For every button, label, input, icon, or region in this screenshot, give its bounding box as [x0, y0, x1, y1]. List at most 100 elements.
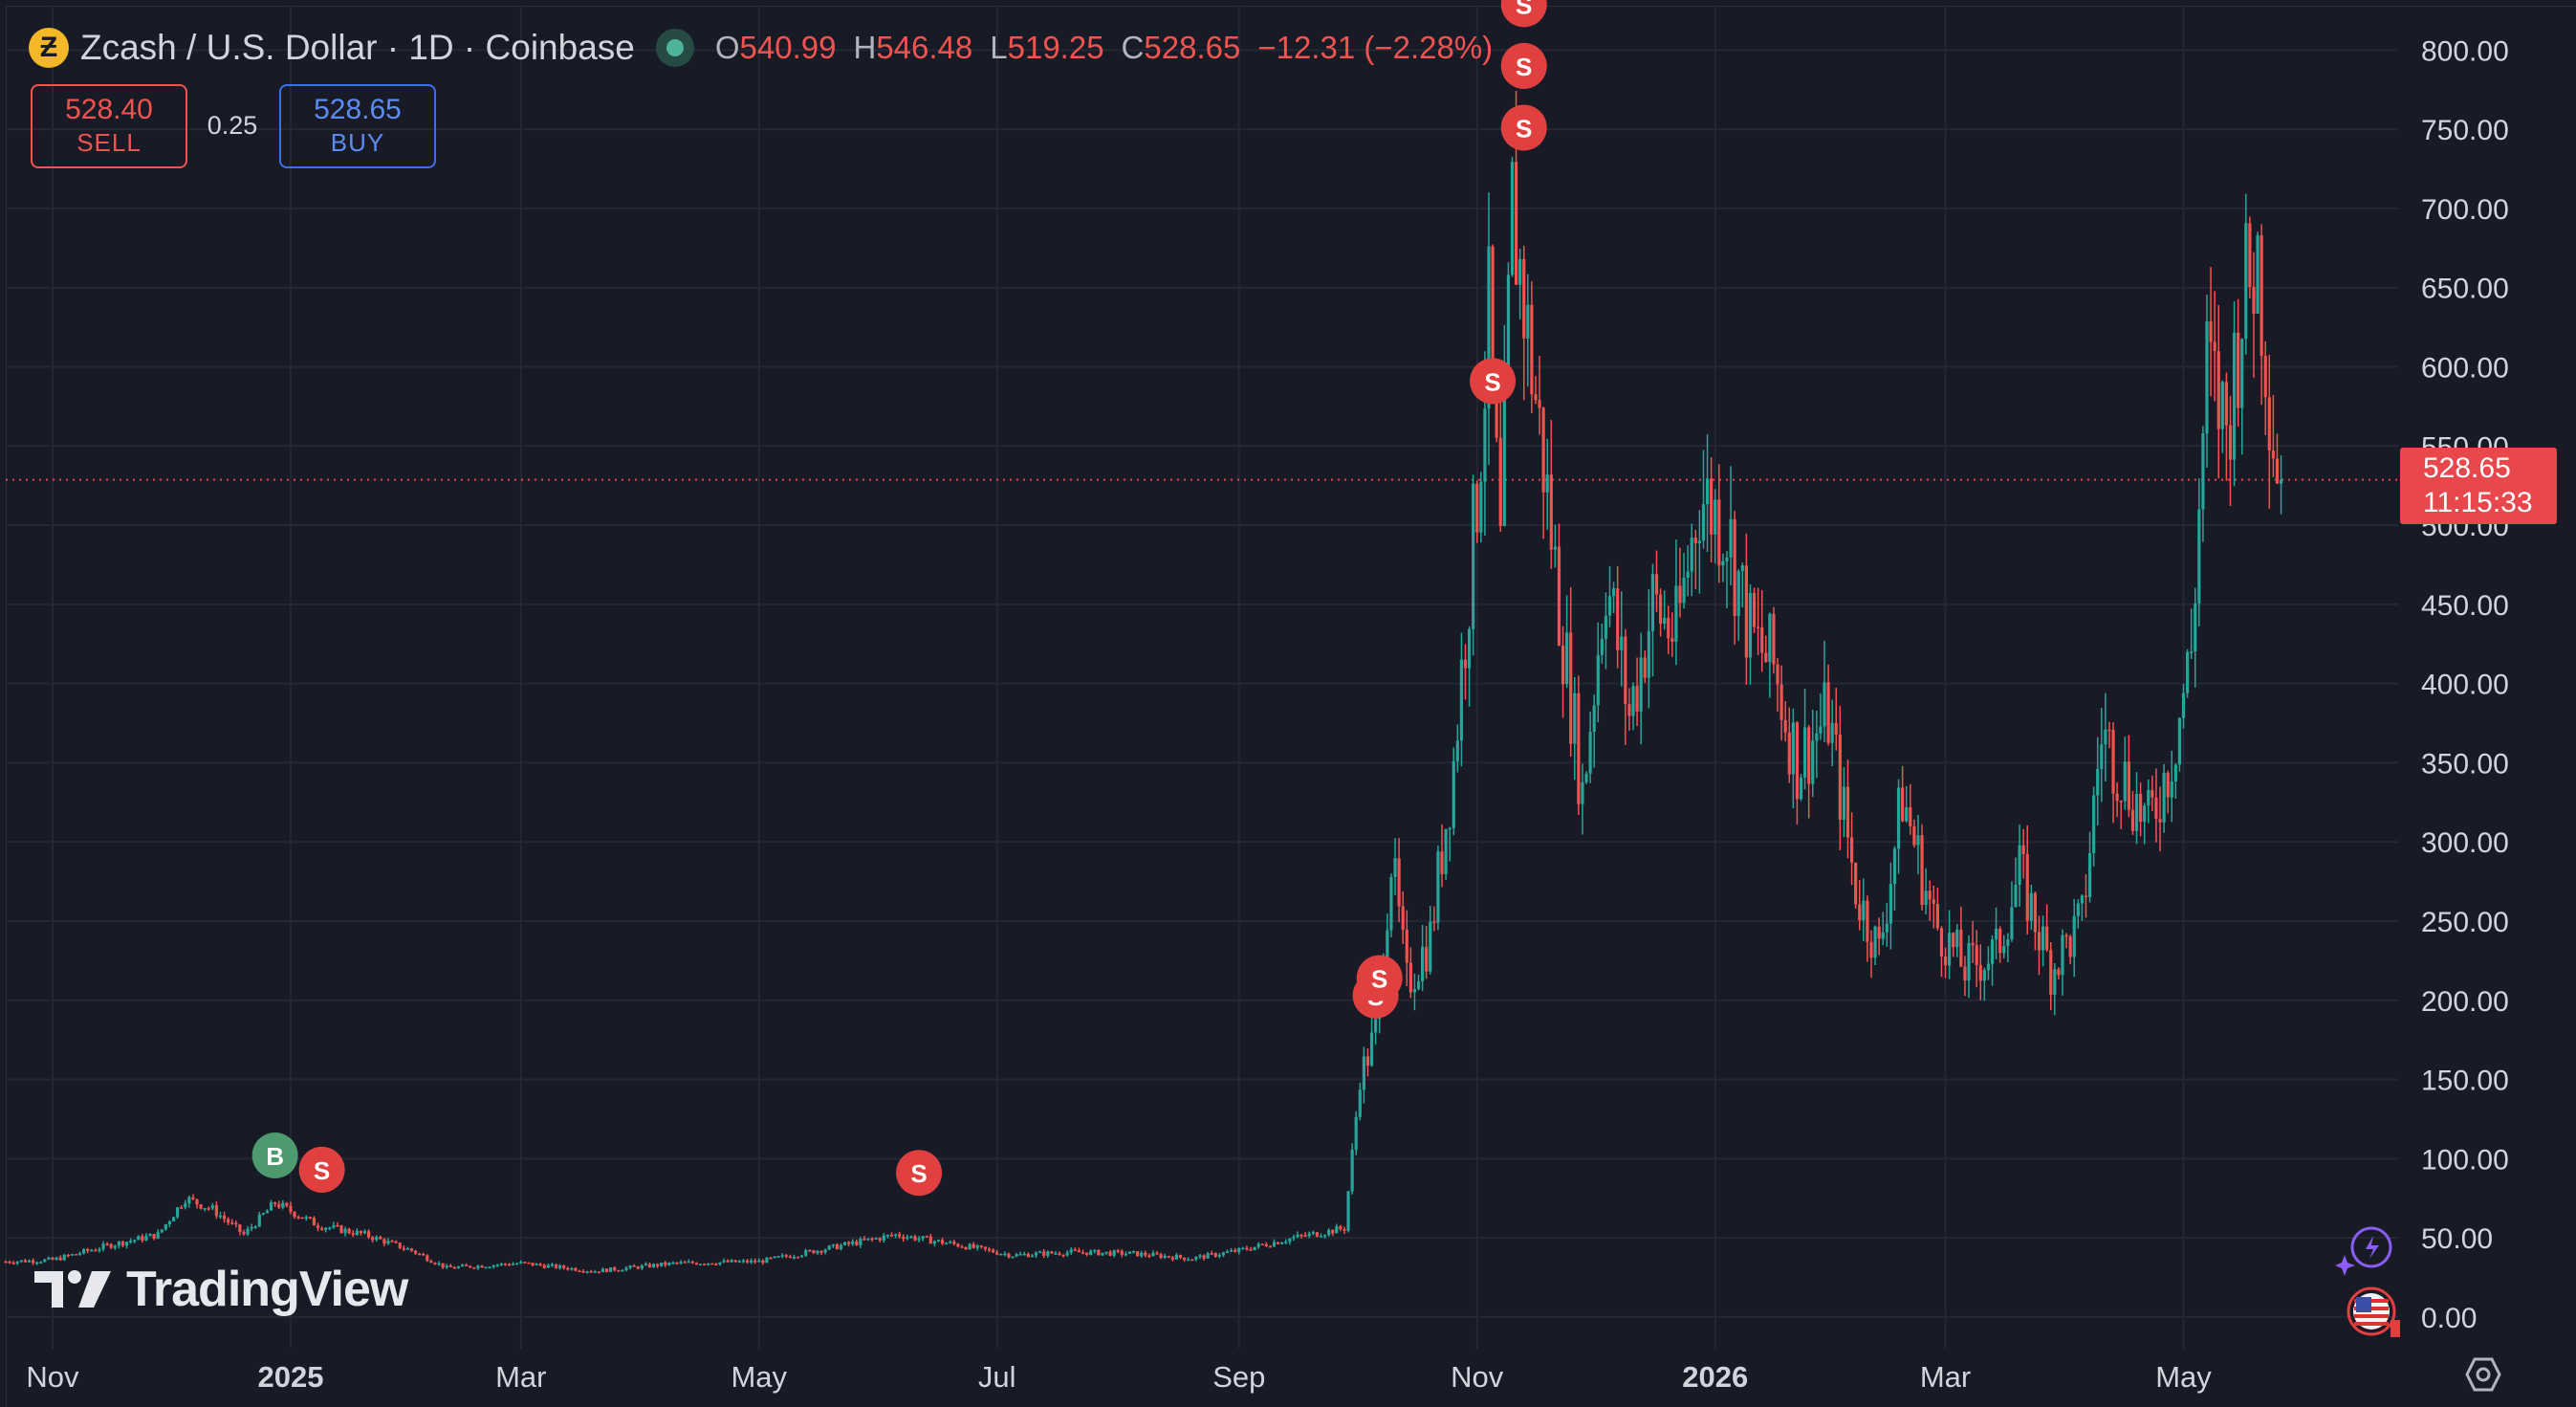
candle-body	[819, 1250, 823, 1253]
candle-body	[808, 1250, 812, 1252]
candle-body	[2220, 382, 2224, 429]
candle-body	[124, 1242, 129, 1246]
candle-body	[1819, 726, 1823, 734]
candle-body	[2190, 651, 2194, 653]
buy-button[interactable]: 528.65 BUY	[279, 84, 436, 168]
candle-body	[1748, 592, 1753, 658]
candle-body	[788, 1256, 792, 1259]
candle-body	[445, 1265, 448, 1268]
candle-body	[512, 1264, 515, 1265]
candle-body	[289, 1205, 293, 1212]
candle-body	[1620, 636, 1624, 650]
flag-icon[interactable]	[2347, 1286, 2400, 1337]
marker-label: S	[1516, 53, 1532, 81]
candle-body	[2100, 744, 2104, 769]
candle-body	[210, 1205, 214, 1209]
candle-body	[1881, 932, 1885, 939]
chart-frame	[6, 6, 2576, 1407]
candle-body	[1888, 884, 1892, 924]
candle-body	[1596, 654, 1600, 706]
candle-body	[2014, 885, 2018, 908]
candle-body	[74, 1254, 78, 1256]
candle-body	[2237, 332, 2240, 408]
candle-body	[2119, 801, 2123, 802]
candle-body	[1210, 1253, 1213, 1255]
bar-countdown: 11:15:33	[2423, 487, 2533, 518]
candle-body	[1710, 478, 1714, 535]
candle-body	[476, 1265, 480, 1268]
assistant-spark-icon[interactable]	[2335, 1224, 2394, 1276]
candle-body	[1260, 1243, 1264, 1245]
candle-body	[827, 1245, 831, 1250]
symbol-title[interactable]: Zcash / U.S. Dollar · 1D · Coinbase	[80, 28, 635, 67]
candle-body	[694, 1263, 699, 1264]
tradingview-watermark[interactable]: TradingView	[34, 1261, 408, 1318]
candle-body	[265, 1210, 270, 1214]
candle-body	[1408, 962, 1412, 993]
candle-body	[1077, 1250, 1081, 1253]
candle-body	[1436, 851, 1440, 923]
candle-body	[1768, 613, 1772, 663]
candle-body	[207, 1208, 210, 1210]
candle-body	[870, 1238, 874, 1241]
candle-body	[952, 1242, 956, 1244]
marker-label: S	[1371, 965, 1387, 994]
marker-label: B	[266, 1142, 284, 1171]
candle-body	[316, 1225, 320, 1229]
candle-body	[371, 1237, 375, 1241]
candle-body	[156, 1232, 160, 1239]
x-tick-label: Sep	[1212, 1360, 1265, 1394]
candle-body	[874, 1238, 878, 1240]
candle-body	[1663, 617, 1667, 624]
candle-body	[293, 1211, 296, 1218]
y-tick-label: 100.00	[2421, 1144, 2509, 1176]
grid-lines	[6, 6, 2398, 1349]
candle-body	[2037, 932, 2041, 951]
candle-body	[2049, 950, 2053, 995]
candle-body	[546, 1264, 550, 1268]
candle-body	[1069, 1249, 1073, 1253]
candle-body	[589, 1271, 593, 1273]
candle-body	[1046, 1251, 1050, 1256]
candle-body	[906, 1237, 909, 1240]
candle-body	[1776, 664, 1779, 685]
candle-body	[776, 1256, 780, 1258]
candle-body	[2029, 892, 2033, 921]
y-tick-label: 200.00	[2421, 986, 2509, 1018]
candle-body	[1354, 1116, 1358, 1151]
candle-body	[995, 1252, 999, 1255]
candle-body	[940, 1240, 945, 1244]
candle-body	[1163, 1256, 1167, 1259]
candle-body	[1627, 704, 1631, 716]
candle-body	[585, 1271, 589, 1273]
candle-body	[1764, 652, 1768, 663]
candle-body	[664, 1262, 667, 1265]
candle-body	[27, 1260, 32, 1263]
watermark-text: TradingView	[126, 1262, 408, 1317]
candle-body	[1569, 632, 1573, 744]
candle-body	[1982, 970, 1986, 981]
candle-body	[1682, 578, 1686, 604]
candle-body	[1448, 827, 1452, 830]
sell-button[interactable]: 528.40 SELL	[31, 84, 187, 168]
candle-body	[152, 1234, 156, 1239]
candle-body	[499, 1264, 503, 1265]
candle-body	[1331, 1229, 1335, 1234]
candle-body	[960, 1246, 964, 1248]
candle-body	[1736, 571, 1740, 616]
candle-body	[2181, 693, 2186, 718]
candle-body	[675, 1262, 679, 1264]
candle-body	[718, 1262, 722, 1264]
candle-body	[2107, 729, 2111, 732]
candle-body	[1877, 926, 1881, 939]
candle-body	[859, 1239, 862, 1245]
candle-body	[105, 1243, 109, 1245]
candle-body	[1838, 734, 1842, 821]
settings-icon[interactable]	[2465, 1356, 2501, 1393]
candle-body	[1093, 1249, 1097, 1252]
candle-body	[1534, 394, 1538, 401]
candle-body	[593, 1271, 597, 1273]
candle-body	[2205, 320, 2209, 434]
candle-body	[129, 1241, 133, 1242]
